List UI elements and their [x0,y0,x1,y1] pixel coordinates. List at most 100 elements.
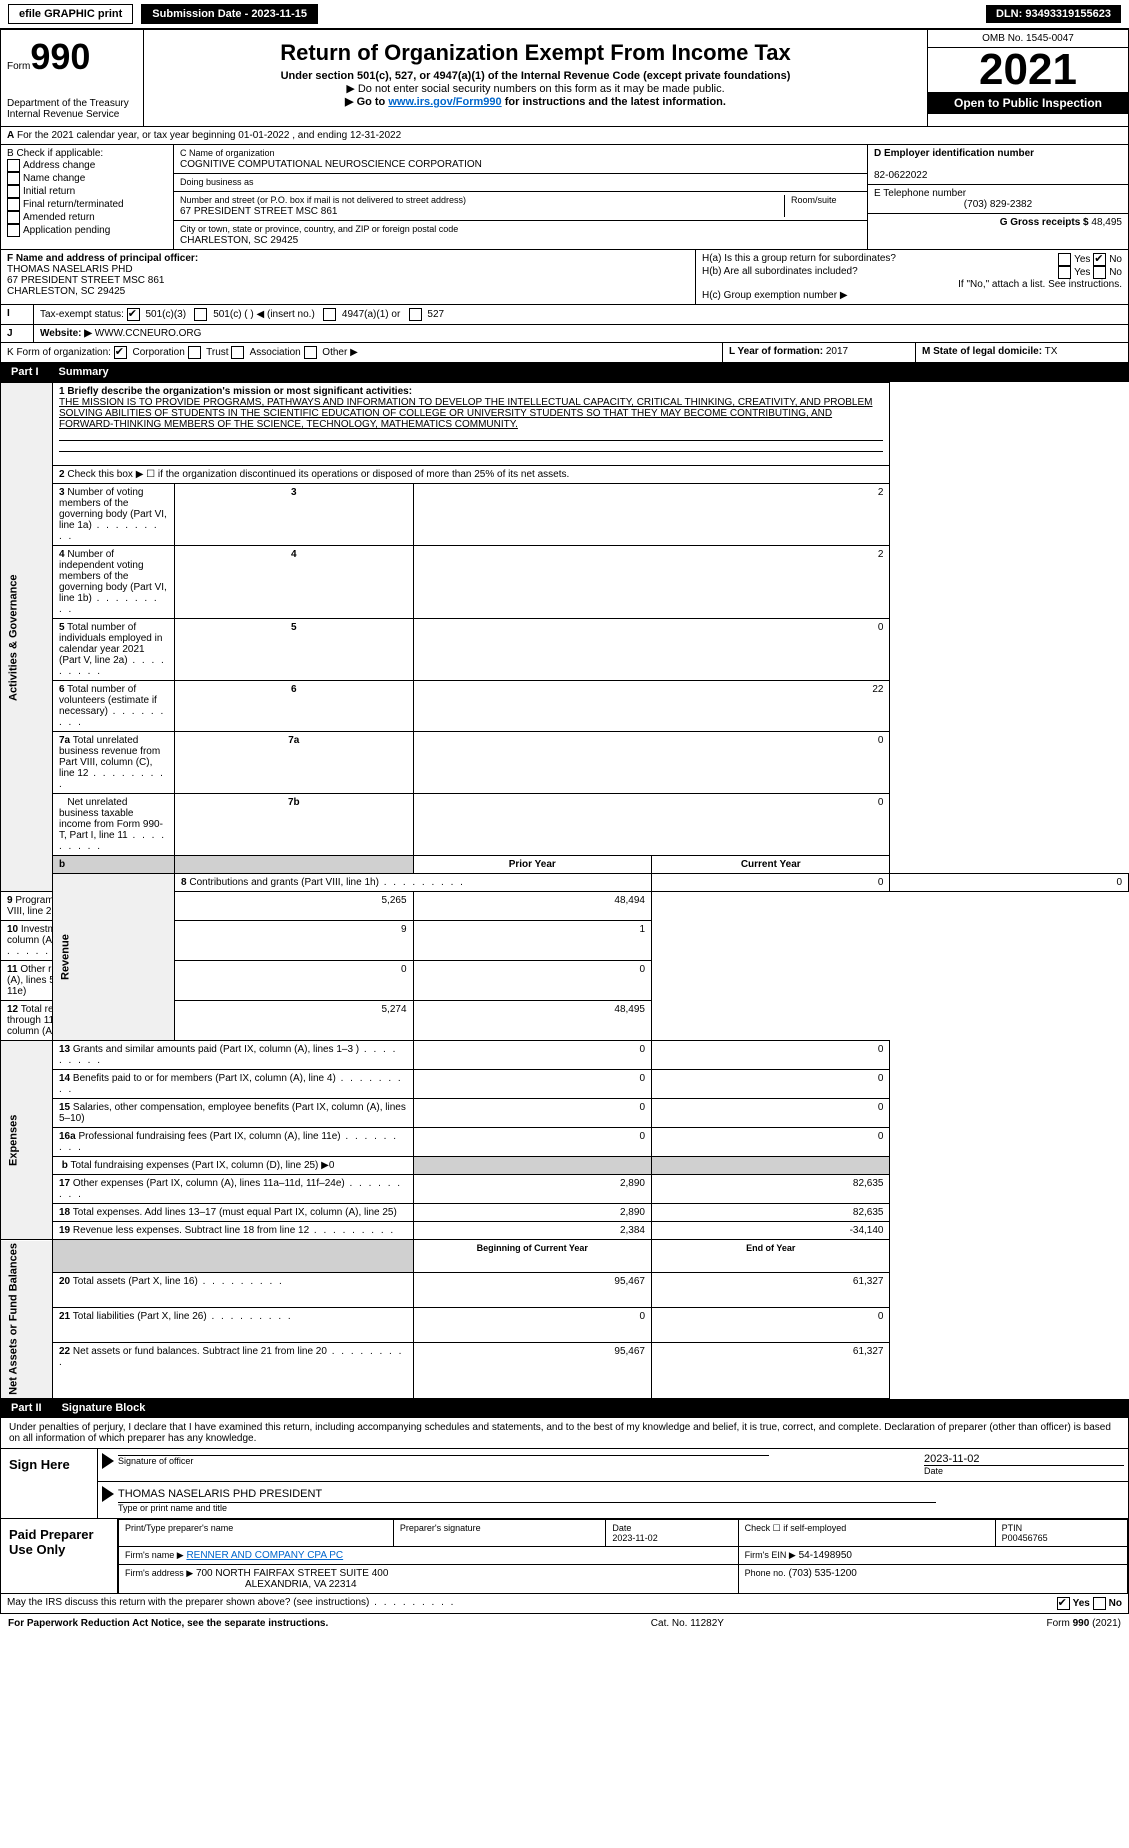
cb-addr[interactable] [7,159,20,172]
top-bar: efile GRAPHIC print Submission Date - 20… [0,0,1129,29]
cb-hb-no[interactable] [1093,266,1106,279]
l1: 1 Briefly describe the organization's mi… [59,386,412,397]
cb-501c3[interactable] [127,308,140,321]
declaration: Under penalties of perjury, I declare th… [0,1418,1129,1449]
sub2: ▶ Do not enter social security numbers o… [150,82,921,95]
summary-table: Activities & Governance 1 Briefly descri… [0,382,1129,1399]
may-text: May the IRS discuss this return with the… [7,1597,455,1608]
part2-label: Part II [1,1399,52,1417]
r6n: 6 [59,684,65,695]
mission: THE MISSION IS TO PROVIDE PROGRAMS, PATH… [59,397,873,430]
l2: Check this box ▶ ☐ if the organization d… [67,469,569,480]
right-header: OMB No. 1545-0047 2021 Open to Public In… [928,30,1128,126]
cb-may-no[interactable] [1093,1597,1106,1610]
cb-init[interactable] [7,185,20,198]
cb-name[interactable] [7,172,20,185]
cb-527[interactable] [409,308,422,321]
r8t: Contributions and grants (Part VIII, lin… [189,877,465,888]
r3t: Number of voting members of the governin… [59,487,167,542]
may-discuss: May the IRS discuss this return with the… [0,1594,1129,1614]
irs-link[interactable]: www.irs.gov/Form990 [388,96,501,108]
r6v: 22 [413,681,890,732]
r4n: 4 [59,549,65,560]
cb-4947[interactable] [323,308,336,321]
r20cy: 61,327 [652,1272,890,1307]
cb-may-yes[interactable] [1057,1597,1070,1610]
prep-sig-lbl: Preparer's signature [393,1519,605,1546]
r5b: 5 [175,619,413,681]
r14cy: 0 [652,1070,890,1099]
cb-other[interactable] [304,346,317,359]
form-num: 990 [30,36,90,77]
title-block: Return of Organization Exempt From Incom… [144,30,928,126]
date-lbl: Date [924,1465,1124,1476]
r13py: 0 [413,1041,651,1070]
sign-here: Sign Here [1,1449,98,1518]
cb-addr-lbl: Address change [23,160,95,171]
year-formed: 2017 [826,346,848,357]
cb-final[interactable] [7,198,20,211]
cb-ha-no[interactable] [1093,253,1106,266]
i-hdr: Tax-exempt status: [40,309,124,320]
sign-block: Sign Here Signature of officer 2023-11-0… [0,1449,1129,1519]
r16bcy [652,1157,890,1175]
firm-lbl: Firm's name ▶ [125,1550,184,1560]
firm-name[interactable]: RENNER AND COMPANY CPA PC [186,1550,343,1561]
cb-ha-yes[interactable] [1058,253,1071,266]
e-hdr: E Telephone number [874,188,966,199]
city-hdr: City or town, state or province, country… [180,224,458,234]
tax-year: 2021 [928,48,1128,92]
fphone-lbl: Phone no. [745,1568,786,1578]
cb-501c[interactable] [194,308,207,321]
efile-btn[interactable]: efile GRAPHIC print [8,4,133,24]
dln: DLN: 93493319155623 [986,5,1121,23]
room-lbl: Room/suite [784,195,861,217]
form-id: Form990 Department of the Treasury Inter… [1,30,144,126]
r16acy: 0 [652,1128,890,1157]
r10cy: 1 [413,921,651,961]
cb-app[interactable] [7,224,20,237]
r17cy: 82,635 [652,1175,890,1204]
prep-name-lbl: Print/Type preparer's name [119,1519,394,1546]
col-eoy: End of Year [652,1240,890,1273]
col-py: Prior Year [413,856,651,874]
ha: H(a) Is this a group return for subordin… [702,253,896,266]
box-b: B Check if applicable: Address change Na… [1,145,174,249]
r12py: 5,274 [175,1001,413,1041]
j-hdr: Website: ▶ [40,328,92,339]
r14n: 14 [59,1073,70,1084]
cb-corp[interactable] [114,346,127,359]
ein-lbl: Firm's EIN ▶ [745,1550,796,1560]
cb-final-lbl: Final return/terminated [23,199,124,210]
cb-amend[interactable] [7,211,20,224]
527: 527 [427,309,444,320]
r15py: 0 [413,1099,651,1128]
line-a-text: For the 2021 calendar year, or tax year … [17,130,401,141]
r9py: 5,265 [175,892,413,921]
footer-r: Form 990 (2021) [1047,1618,1121,1629]
sub3: ▶ Go to www.irs.gov/Form990 for instruct… [150,95,921,108]
r15n: 15 [59,1102,70,1113]
prep-date: 2023-11-02 [612,1533,657,1543]
title: Return of Organization Exempt From Incom… [150,40,921,66]
phone: (703) 829-2382 [874,199,1122,210]
hc: H(c) Group exemption number ▶ [702,290,1122,301]
r7bb: 7b [175,794,413,856]
cb-assoc[interactable] [231,346,244,359]
ein: 82-0622022 [874,170,927,181]
arrow-icon [102,1453,114,1469]
r11py: 0 [175,961,413,1001]
r18n: 18 [59,1207,70,1218]
footer-l: For Paperwork Reduction Act Notice, see … [8,1618,328,1629]
subdate-btn[interactable]: Submission Date - 2023-11-15 [141,4,318,24]
addr: 67 PRESIDENT STREET MSC 861 [180,206,337,217]
cb-trust[interactable] [188,346,201,359]
r6t: Total number of volunteers (estimate if … [59,684,165,728]
r10n: 10 [7,924,18,935]
r19py: 2,384 [413,1222,651,1240]
other: Other ▶ [322,347,357,358]
r7av: 0 [413,732,890,794]
cb-hb-yes[interactable] [1058,266,1071,279]
r21cy: 0 [652,1307,890,1342]
d-hdr: D Employer identification number [874,148,1034,159]
